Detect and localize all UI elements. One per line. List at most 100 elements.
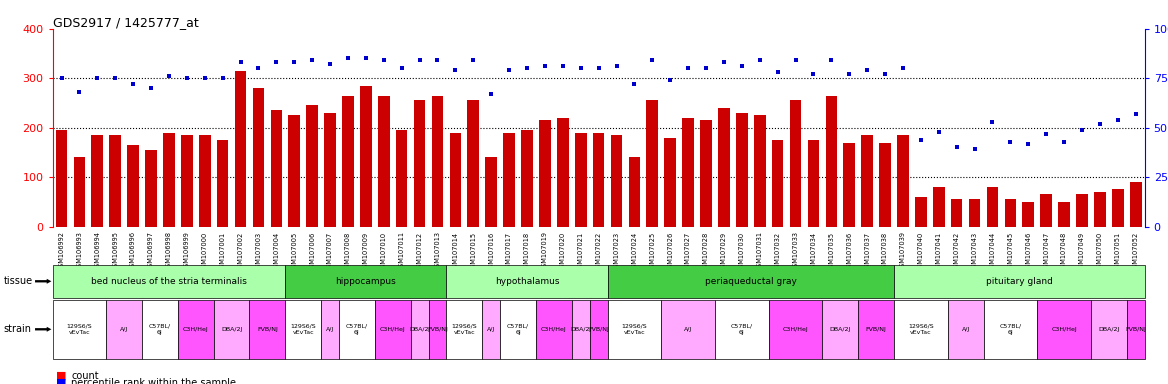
Point bbox=[1126, 111, 1145, 117]
Bar bbox=[325, 113, 336, 227]
Text: tissue: tissue bbox=[4, 276, 33, 286]
Point bbox=[679, 65, 697, 71]
Point bbox=[857, 67, 876, 73]
Text: DBA/2J: DBA/2J bbox=[1098, 327, 1119, 332]
Point bbox=[321, 61, 340, 68]
Bar bbox=[665, 137, 676, 227]
Bar bbox=[880, 142, 891, 227]
Bar bbox=[217, 140, 229, 227]
Text: FVB/NJ: FVB/NJ bbox=[589, 327, 609, 332]
Point bbox=[894, 65, 912, 71]
Point bbox=[1001, 139, 1020, 145]
Bar bbox=[252, 88, 264, 227]
Bar bbox=[915, 197, 926, 227]
Point bbox=[536, 63, 555, 70]
Point bbox=[911, 136, 930, 142]
Text: C3H/HeJ: C3H/HeJ bbox=[1051, 327, 1077, 332]
Point bbox=[249, 65, 267, 71]
Bar bbox=[1004, 199, 1016, 227]
Bar bbox=[753, 115, 765, 227]
Point bbox=[356, 55, 375, 61]
Point bbox=[517, 65, 536, 71]
Text: FVB/NJ: FVB/NJ bbox=[257, 327, 278, 332]
Point bbox=[696, 65, 715, 71]
Point bbox=[231, 60, 250, 66]
Bar bbox=[127, 145, 139, 227]
Bar bbox=[718, 108, 730, 227]
Bar bbox=[628, 157, 640, 227]
Point bbox=[303, 57, 321, 63]
Bar bbox=[396, 130, 408, 227]
Text: count: count bbox=[71, 371, 99, 381]
Point bbox=[642, 57, 661, 63]
Bar bbox=[271, 110, 283, 227]
Bar bbox=[164, 132, 175, 227]
Bar bbox=[968, 199, 980, 227]
Bar bbox=[987, 187, 999, 227]
Point bbox=[965, 146, 983, 152]
Point bbox=[840, 71, 858, 77]
Bar bbox=[1094, 192, 1106, 227]
Point bbox=[88, 75, 106, 81]
Point bbox=[589, 65, 607, 71]
Bar bbox=[486, 157, 498, 227]
Point bbox=[446, 67, 465, 73]
Point bbox=[1018, 141, 1037, 147]
Point bbox=[804, 71, 822, 77]
Bar bbox=[897, 135, 909, 227]
Bar bbox=[772, 140, 784, 227]
Text: DBA/2J: DBA/2J bbox=[409, 327, 430, 332]
Point bbox=[482, 91, 501, 97]
Point bbox=[1072, 127, 1091, 133]
Point bbox=[930, 129, 948, 135]
Point bbox=[53, 75, 71, 81]
Bar bbox=[861, 135, 872, 227]
Point bbox=[70, 89, 89, 95]
Bar bbox=[432, 96, 444, 227]
Point bbox=[1055, 139, 1073, 145]
Point bbox=[339, 55, 357, 61]
Text: DBA/2J: DBA/2J bbox=[829, 327, 851, 332]
Point bbox=[141, 85, 160, 91]
Bar bbox=[933, 187, 945, 227]
Point bbox=[607, 63, 626, 70]
Point bbox=[947, 144, 966, 151]
Point bbox=[178, 75, 196, 81]
Point bbox=[195, 75, 214, 81]
Bar bbox=[306, 106, 318, 227]
Point bbox=[715, 60, 734, 66]
Point bbox=[214, 75, 232, 81]
Bar bbox=[1129, 182, 1141, 227]
Point bbox=[1108, 117, 1127, 123]
Text: 129S6/S
vEvTac: 129S6/S vEvTac bbox=[452, 324, 478, 335]
Point bbox=[750, 57, 769, 63]
Bar bbox=[413, 101, 425, 227]
Text: DBA/2J: DBA/2J bbox=[221, 327, 242, 332]
Bar bbox=[288, 115, 300, 227]
Bar bbox=[56, 130, 68, 227]
Bar bbox=[1022, 202, 1034, 227]
Bar bbox=[342, 96, 354, 227]
Point bbox=[375, 57, 394, 63]
Point bbox=[285, 60, 304, 66]
Point bbox=[732, 63, 751, 70]
Point bbox=[267, 60, 286, 66]
Bar bbox=[521, 130, 533, 227]
Text: 129S6/S
vEvTac: 129S6/S vEvTac bbox=[908, 324, 933, 335]
Point bbox=[822, 57, 841, 63]
Text: C57BL/
6J: C57BL/ 6J bbox=[507, 324, 529, 335]
Bar bbox=[181, 135, 193, 227]
Bar bbox=[235, 71, 246, 227]
Text: C3H/HeJ: C3H/HeJ bbox=[380, 327, 405, 332]
Text: C57BL/
6J: C57BL/ 6J bbox=[148, 324, 171, 335]
Text: percentile rank within the sample: percentile rank within the sample bbox=[71, 378, 236, 384]
Text: hypothalamus: hypothalamus bbox=[495, 277, 559, 286]
Bar bbox=[575, 132, 586, 227]
Text: C57BL/
6J: C57BL/ 6J bbox=[1000, 324, 1022, 335]
Text: hippocampus: hippocampus bbox=[335, 277, 396, 286]
Bar bbox=[145, 150, 157, 227]
Text: ■: ■ bbox=[56, 371, 67, 381]
Bar bbox=[503, 132, 515, 227]
Bar bbox=[826, 96, 837, 227]
Bar bbox=[807, 140, 819, 227]
